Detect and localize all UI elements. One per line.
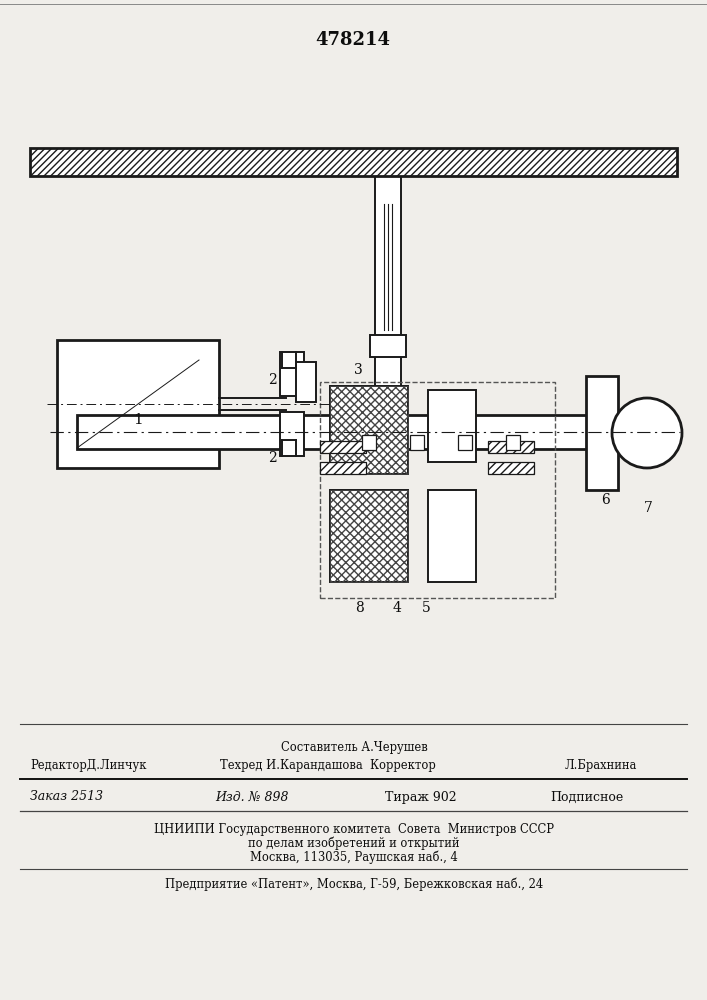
Bar: [488, 441, 534, 453]
Bar: [330, 386, 408, 474]
Bar: [410, 435, 424, 450]
Bar: [280, 352, 304, 396]
Text: Заказ 2513: Заказ 2513: [30, 790, 103, 804]
Text: 2: 2: [268, 373, 276, 387]
Bar: [320, 462, 366, 474]
Bar: [330, 490, 408, 582]
Bar: [362, 435, 376, 450]
Text: 3: 3: [354, 363, 363, 377]
Bar: [280, 412, 304, 456]
Bar: [330, 386, 408, 474]
Text: 5: 5: [421, 601, 431, 615]
Text: Л.Брахнина: Л.Брахнина: [565, 760, 638, 772]
Bar: [458, 435, 472, 450]
Bar: [330, 490, 408, 582]
Bar: [428, 490, 476, 582]
Bar: [30, 148, 677, 176]
Bar: [488, 462, 534, 474]
Bar: [370, 335, 406, 357]
Bar: [428, 390, 476, 462]
Text: 478214: 478214: [315, 31, 390, 49]
Text: Тираж 902: Тираж 902: [385, 790, 457, 804]
Text: по делам изобретений и открытий: по делам изобретений и открытий: [248, 836, 460, 850]
Bar: [506, 435, 520, 450]
Bar: [296, 362, 316, 402]
Text: РедакторД.Линчук: РедакторД.Линчук: [30, 760, 146, 772]
Text: 6: 6: [601, 493, 609, 507]
Bar: [320, 382, 555, 598]
Text: 4: 4: [392, 601, 402, 615]
Text: Москва, 113035, Раушская наб., 4: Москва, 113035, Раушская наб., 4: [250, 850, 458, 864]
Bar: [375, 176, 401, 418]
Text: Предприятие «Патент», Москва, Г-59, Бережковская наб., 24: Предприятие «Патент», Москва, Г-59, Бере…: [165, 877, 543, 891]
Text: Изд. № 898: Изд. № 898: [215, 790, 288, 804]
Bar: [77, 415, 630, 449]
Text: 8: 8: [356, 601, 364, 615]
Text: Техред И.Карандашова  Корректор: Техред И.Карандашова Корректор: [220, 760, 436, 772]
Bar: [586, 376, 618, 490]
Text: 1: 1: [133, 413, 143, 427]
Text: 2: 2: [268, 451, 276, 465]
Text: ЦНИИПИ Государственного комитета  Совета  Министров СССР: ЦНИИПИ Государственного комитета Совета …: [154, 822, 554, 836]
Bar: [57, 340, 219, 468]
Text: 7: 7: [643, 501, 653, 515]
Circle shape: [612, 398, 682, 468]
Text: Составитель А.Черушев: Составитель А.Черушев: [281, 742, 427, 754]
Text: Подписное: Подписное: [550, 790, 624, 804]
Bar: [320, 441, 366, 453]
